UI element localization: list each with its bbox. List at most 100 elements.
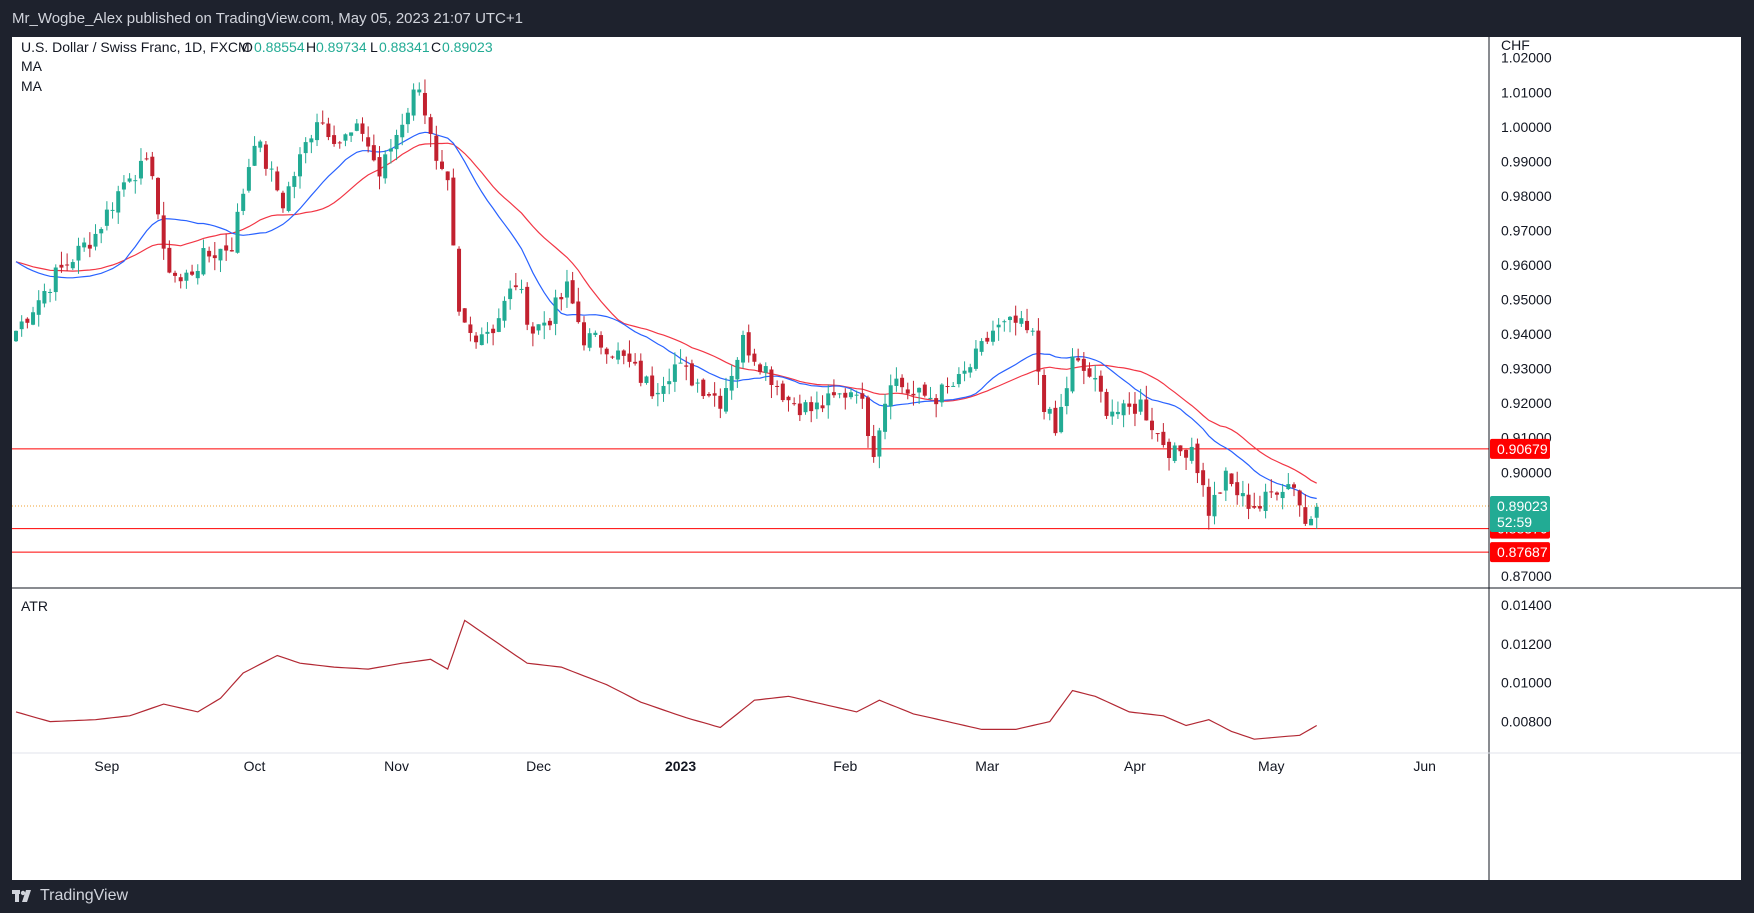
candle-body — [803, 402, 808, 413]
candle-body — [1212, 494, 1217, 517]
candle-body — [701, 379, 706, 397]
candle-body — [150, 156, 155, 177]
candle-body — [1104, 391, 1109, 416]
level-price-tag — [1490, 542, 1550, 563]
candle-body — [1252, 505, 1257, 508]
candle-body — [724, 388, 728, 412]
candle-body — [53, 267, 58, 293]
candle-body — [678, 362, 683, 364]
candle-body — [25, 318, 30, 323]
candle-body — [411, 89, 416, 116]
candle-body — [860, 393, 865, 399]
price-tick-label: 0.95000 — [1501, 292, 1552, 308]
candle-body — [985, 337, 990, 342]
candle-body — [1218, 492, 1223, 494]
candle-body — [280, 192, 285, 209]
legend-ma-fast[interactable]: MA — [21, 58, 43, 74]
countdown-label: 52:59 — [1497, 514, 1532, 530]
tradingview-logo[interactable]: TradingView — [12, 887, 128, 905]
candle-body — [1201, 470, 1206, 486]
candle-body — [928, 397, 933, 400]
atr-line — [15, 619, 1318, 740]
candle-body — [99, 229, 104, 234]
candle-body — [229, 250, 234, 252]
candle-body — [93, 233, 98, 247]
candle-body — [1286, 484, 1291, 490]
candle-body — [706, 393, 711, 396]
candle-body — [990, 330, 995, 342]
candle-body — [1240, 493, 1245, 497]
candles-layer — [14, 79, 1319, 530]
legend-high-value: 0.89734 — [316, 39, 367, 55]
candle-body — [502, 300, 507, 321]
candle-body — [1172, 445, 1177, 461]
candle-body — [1235, 482, 1240, 496]
candle-body — [831, 392, 836, 396]
candle-body — [775, 385, 780, 387]
candle-body — [161, 215, 166, 249]
candle-body — [167, 247, 172, 273]
candle-body — [1155, 433, 1160, 435]
candle-body — [1309, 518, 1314, 526]
candle-body — [405, 112, 410, 125]
chart-canvas[interactable]: 1.02000 1.01000 1.00000 0.99000 0.98000 0.970… — [12, 37, 1741, 880]
candle-body — [1019, 318, 1024, 324]
candle-body — [746, 332, 751, 356]
candle-body — [962, 370, 967, 374]
candle-body — [996, 324, 1001, 328]
candle-body — [70, 262, 75, 269]
candle-body — [462, 308, 467, 323]
candle-body — [968, 367, 973, 373]
candle-body — [326, 123, 331, 138]
candle-body — [1110, 411, 1115, 417]
atr-layer — [15, 619, 1318, 740]
candle-body — [394, 134, 399, 150]
candle-body — [1025, 320, 1030, 331]
candle-body — [309, 138, 314, 143]
candle-body — [1150, 420, 1154, 431]
price-tick-label: 0.97000 — [1501, 222, 1552, 238]
candle-body — [366, 137, 371, 147]
candle-body — [826, 393, 831, 406]
atr-tick-label: 0.01400 — [1501, 597, 1552, 613]
candle-body — [638, 360, 643, 383]
price-tick-label: 0.93000 — [1501, 361, 1552, 377]
candle-body — [110, 209, 115, 211]
candle-body — [854, 394, 859, 396]
candle-body — [383, 154, 388, 179]
candle-body — [212, 255, 217, 259]
legend-close-value: 0.89023 — [442, 39, 493, 55]
candle-body — [263, 144, 268, 169]
candle-body — [894, 378, 899, 386]
candle-body — [922, 384, 927, 396]
candle-body — [258, 141, 263, 148]
candle-body — [491, 328, 496, 334]
candle-body — [298, 154, 302, 177]
legend-open-value: 0.88554 — [254, 39, 305, 55]
candle-body — [542, 322, 547, 326]
currency-label: CHF — [1501, 37, 1530, 53]
candle-body — [1263, 491, 1268, 511]
moving-averages-layer — [15, 131, 1317, 500]
candle-body — [621, 350, 626, 356]
price-tick-label: 1.00000 — [1501, 119, 1552, 135]
top-bar: Mr_Wogbe_Alex published on TradingView.c… — [0, 0, 1754, 37]
legend-atr[interactable]: ATR — [21, 598, 48, 614]
candle-body — [763, 366, 768, 373]
candle-body — [332, 135, 337, 144]
candle-body — [1002, 321, 1007, 323]
candle-body — [627, 353, 632, 362]
candle-body — [207, 250, 212, 257]
candle-body — [718, 395, 723, 409]
candle-body — [315, 122, 320, 141]
candle-body — [201, 248, 206, 275]
last-price-tag-label: 0.89023 — [1497, 498, 1548, 514]
candle-body — [905, 389, 910, 394]
legend-ma-slow[interactable]: MA — [21, 78, 43, 94]
candle-body — [241, 193, 246, 211]
candle-body — [684, 365, 689, 367]
chart-area[interactable]: 1.02000 1.01000 1.00000 0.99000 0.98000 0.970… — [12, 37, 1741, 880]
candle-body — [371, 145, 376, 161]
candle-body — [650, 375, 655, 397]
